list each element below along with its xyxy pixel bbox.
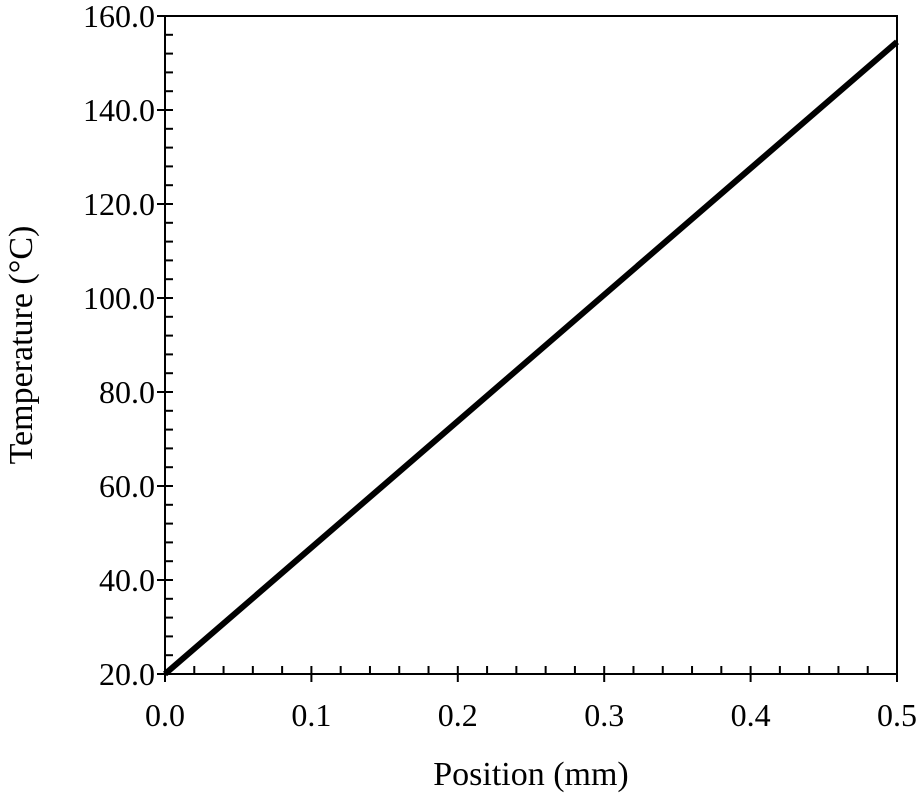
y-tick-label: 20.0 xyxy=(99,656,155,692)
y-tick-label: 80.0 xyxy=(99,374,155,410)
x-axis-ticks xyxy=(164,666,898,682)
y-tick-label: 100.0 xyxy=(83,280,155,316)
x-tick-label: 0.2 xyxy=(438,697,478,733)
x-tick-label: 0.0 xyxy=(145,697,185,733)
x-tick-label: 0.1 xyxy=(291,697,331,733)
y-tick-label: 40.0 xyxy=(99,562,155,598)
x-axis-tick-labels: 0.0 0.1 0.2 0.3 0.4 0.5 xyxy=(145,697,917,733)
y-axis-ticks xyxy=(157,15,173,675)
y-tick-label: 160.0 xyxy=(83,0,155,34)
series-line-1 xyxy=(163,39,899,677)
y-tick-label: 140.0 xyxy=(83,92,155,128)
y-axis-tick-labels: 20.0 40.0 60.0 80.0 100.0 120.0 140.0 160.0 xyxy=(83,0,155,692)
y-tick-label: 120.0 xyxy=(83,186,155,222)
y-axis-title: Temperature (°C) xyxy=(3,226,40,465)
x-axis-title: Position (mm) xyxy=(433,756,629,793)
y-tick-label: 60.0 xyxy=(99,468,155,504)
x-tick-label: 0.3 xyxy=(584,697,624,733)
plot-frame xyxy=(164,15,898,675)
x-tick-label: 0.5 xyxy=(877,697,917,733)
series-layer xyxy=(163,39,899,677)
x-tick-label: 0.4 xyxy=(731,697,771,733)
